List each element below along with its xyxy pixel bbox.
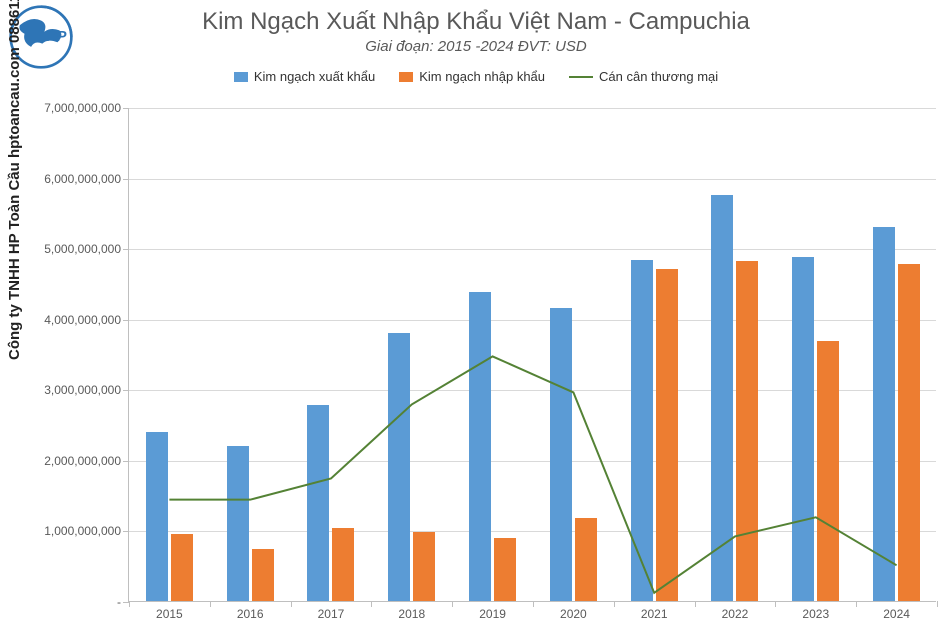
x-tick — [856, 601, 857, 607]
x-axis-label: 2018 — [398, 601, 425, 621]
legend-swatch-export — [234, 72, 248, 82]
x-axis-label: 2017 — [318, 601, 345, 621]
x-tick — [371, 601, 372, 607]
x-tick — [775, 601, 776, 607]
legend-label-import: Kim ngạch nhập khẩu — [419, 69, 545, 84]
y-axis-label: 5,000,000,000 — [44, 242, 129, 256]
legend-item-import: Kim ngạch nhập khẩu — [399, 69, 545, 84]
y-axis-label: 1,000,000,000 — [44, 524, 129, 538]
x-axis-label: 2019 — [479, 601, 506, 621]
x-axis-label: 2020 — [560, 601, 587, 621]
x-tick — [452, 601, 453, 607]
y-axis-label: 7,000,000,000 — [44, 101, 129, 115]
x-axis-label: 2023 — [802, 601, 829, 621]
x-axis-label: 2021 — [641, 601, 668, 621]
chart-title: Kim Ngạch Xuất Nhập Khẩu Việt Nam - Camp… — [0, 0, 952, 36]
balance-line — [129, 108, 936, 601]
x-axis-label: 2022 — [722, 601, 749, 621]
legend-item-balance: Cán cân thương mại — [569, 69, 718, 84]
x-tick — [937, 601, 938, 607]
x-tick — [695, 601, 696, 607]
y-axis-label: 4,000,000,000 — [44, 313, 129, 327]
y-axis-label: - — [117, 595, 129, 609]
x-axis-label: 2015 — [156, 601, 183, 621]
x-tick — [129, 601, 130, 607]
x-tick — [614, 601, 615, 607]
x-tick — [210, 601, 211, 607]
chart-plot-area: - 1,000,000,000 2,000,000,000 3,000,000,… — [128, 108, 936, 602]
svg-text:HP: HP — [46, 29, 66, 45]
legend: Kim ngạch xuất khẩu Kim ngạch nhập khẩu … — [0, 69, 952, 84]
y-axis-label: 3,000,000,000 — [44, 383, 129, 397]
legend-label-balance: Cán cân thương mại — [599, 69, 718, 84]
legend-line-balance — [569, 76, 593, 78]
y-axis-label: 2,000,000,000 — [44, 454, 129, 468]
y-axis-label: 6,000,000,000 — [44, 172, 129, 186]
chart-subtitle: Giai đoạn: 2015 -2024 ĐVT: USD — [0, 38, 952, 55]
x-tick — [291, 601, 292, 607]
x-axis-label: 2024 — [883, 601, 910, 621]
x-tick — [533, 601, 534, 607]
company-watermark: Công ty TNHH HP Toàn Cầu hptoancau.com 0… — [6, 0, 23, 360]
legend-swatch-import — [399, 72, 413, 82]
legend-item-export: Kim ngạch xuất khẩu — [234, 69, 375, 84]
legend-label-export: Kim ngạch xuất khẩu — [254, 69, 375, 84]
x-axis-label: 2016 — [237, 601, 264, 621]
